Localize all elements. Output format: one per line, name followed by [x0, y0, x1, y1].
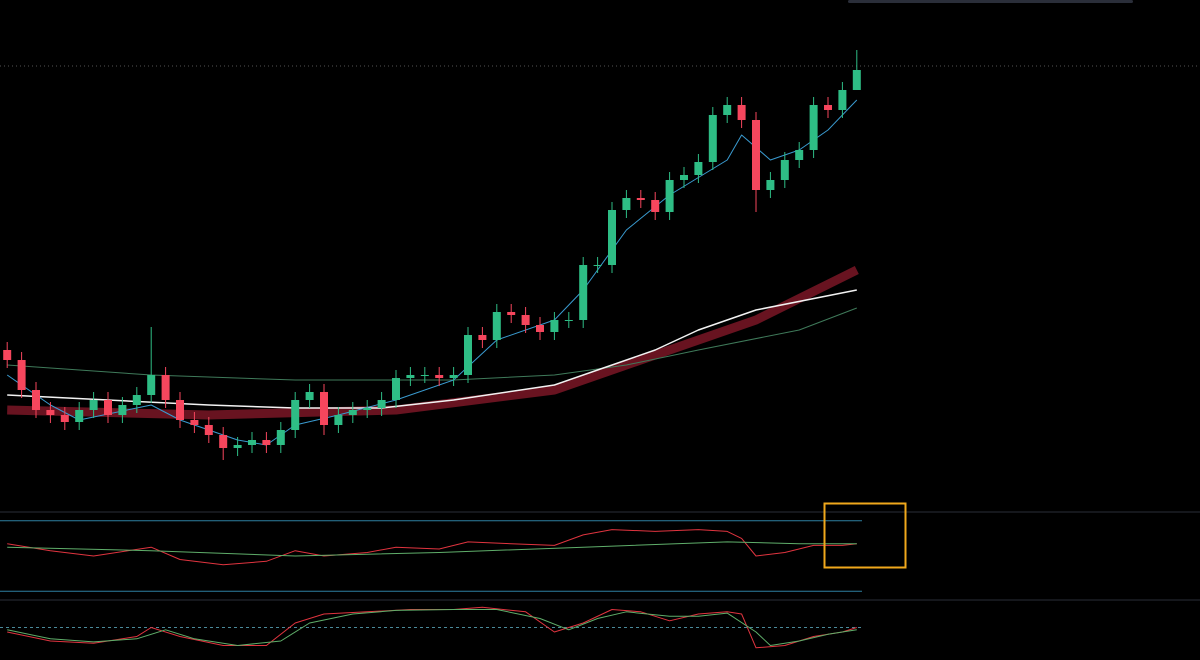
- indicator-line: [7, 265, 859, 420]
- indicator-line: [7, 529, 857, 566]
- candle-body: [780, 160, 789, 180]
- indicator-line: [7, 307, 857, 381]
- candle-body: [392, 378, 400, 400]
- indicator-line: [7, 541, 857, 557]
- candle-body: [46, 410, 55, 415]
- candle-body: [651, 200, 660, 212]
- candle-body: [406, 375, 415, 378]
- candle-body: [75, 410, 84, 422]
- candle-body: [852, 70, 861, 90]
- candle-body: [579, 265, 588, 320]
- indicator-line: [7, 606, 857, 649]
- candle-body: [723, 105, 732, 115]
- candle-body: [708, 115, 717, 162]
- candle-body: [752, 120, 760, 190]
- candle-body: [118, 405, 127, 415]
- indicator-line: [6, 99, 858, 446]
- candle-body: [795, 150, 804, 160]
- candle-body: [622, 198, 631, 210]
- candle-body: [694, 162, 703, 175]
- candle-body: [608, 210, 616, 265]
- candle-body: [464, 335, 472, 375]
- candle-body: [809, 105, 818, 150]
- candle-body: [17, 360, 26, 390]
- candle-body: [363, 408, 372, 410]
- candle-body: [449, 375, 458, 378]
- candle-body: [233, 445, 242, 448]
- candle-body: [536, 325, 544, 332]
- toolbar-edge[interactable]: [848, 0, 1133, 3]
- candle-body: [219, 435, 228, 448]
- candle-body: [435, 375, 444, 378]
- highlight-box: [823, 502, 907, 569]
- indicator-line: [7, 289, 857, 409]
- candle-body: [593, 265, 602, 266]
- candle-body: [147, 375, 156, 395]
- candle-body: [550, 320, 559, 332]
- candle-body: [334, 415, 343, 425]
- candle-body: [176, 400, 184, 420]
- candle-body: [161, 375, 170, 400]
- candle-body: [521, 315, 530, 325]
- candle-body: [824, 105, 832, 110]
- candle-body: [32, 390, 40, 410]
- candle-body: [420, 375, 429, 376]
- candle-body: [766, 180, 775, 190]
- candle-body: [838, 90, 847, 110]
- candle-body: [132, 395, 141, 405]
- candle-body: [291, 400, 300, 430]
- candle-body: [276, 430, 285, 445]
- indicator-line: [7, 609, 857, 646]
- candle-body: [665, 180, 674, 212]
- candle-body: [320, 392, 328, 425]
- candle-body: [248, 440, 256, 445]
- candle-body: [636, 198, 645, 200]
- candle-body: [190, 420, 199, 425]
- candle-body: [305, 392, 314, 400]
- candle-body: [348, 410, 357, 415]
- candle-body: [492, 312, 501, 340]
- candle-body: [262, 440, 271, 445]
- candle-body: [564, 320, 573, 321]
- candle-body: [377, 400, 386, 408]
- candle-body: [3, 350, 12, 360]
- candle-body: [737, 105, 746, 120]
- candle-body: [104, 400, 112, 415]
- candle-body: [478, 335, 487, 340]
- candle-body: [204, 425, 213, 435]
- candle-body: [507, 312, 516, 315]
- candle-body: [680, 175, 688, 180]
- candle-body: [60, 415, 69, 422]
- candle-body: [89, 400, 98, 410]
